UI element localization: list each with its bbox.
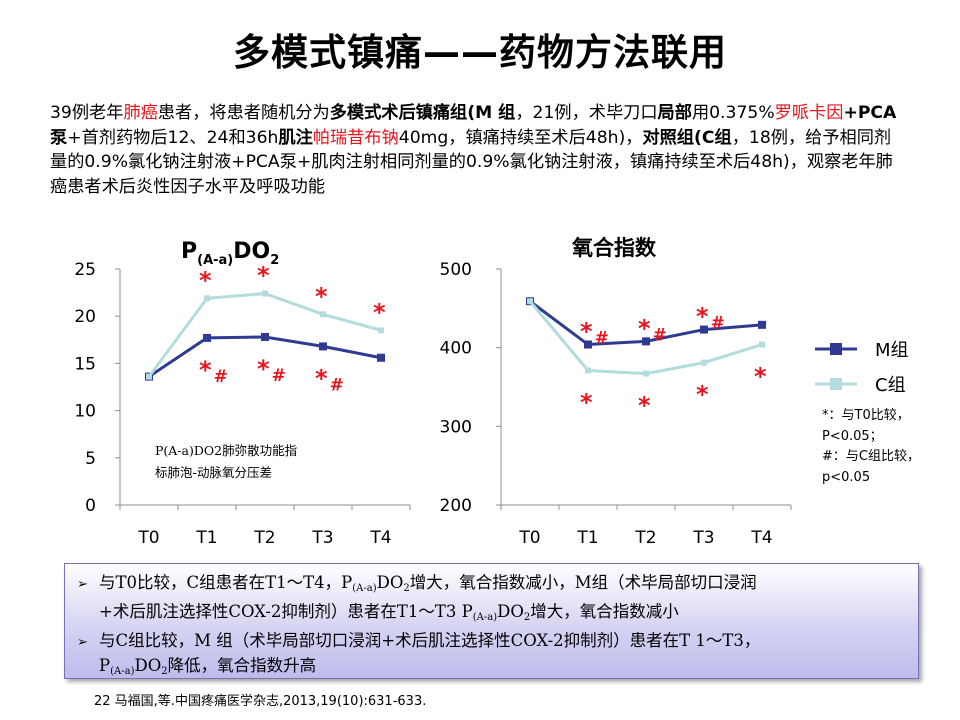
chart1-annotation-line2: 标肺泡-动脉氧分压差	[155, 465, 272, 480]
summary-point-1-cont: +术后肌注选择性COX-2抑制剂）患者在T1～T3 P(A-a)DO2增大，氧合…	[99, 602, 679, 623]
chart1-point-c	[320, 311, 326, 318]
summary-box: ➢ 与T0比较，C组患者在T1～T4，P(A-a)DO2增大，氧合指数减小，M组（…	[64, 563, 919, 679]
chart2-point-m	[758, 320, 766, 329]
chart2-y-tick-label: 300	[440, 417, 472, 437]
chart1-annotation-line1: P(A-a)DO2肺弥散功能指	[155, 443, 297, 458]
note-line4: p<0.05	[822, 470, 870, 485]
chart2-y-tick-label: 200	[440, 496, 472, 516]
chart2-y-tick-label: 400	[440, 339, 472, 359]
chart2-significance-mark: * #	[638, 314, 667, 345]
chart1-point-m	[203, 333, 211, 342]
chart2-title: 氧合指数	[572, 236, 657, 260]
chart2-point-m	[642, 337, 650, 346]
slide-title: 多模式镇痛——药物方法联用	[233, 31, 727, 74]
chart1-y-tick-label: 15	[74, 354, 96, 374]
chart2-y-tick-label: 500	[440, 260, 472, 280]
chart2-point-m	[584, 340, 592, 349]
chart1-significance-mark: *	[199, 266, 212, 294]
chart1-y-tick-label: 20	[74, 307, 96, 327]
chart1-y-tick-label: 5	[85, 449, 96, 469]
chart1-y-tick-label: 25	[74, 260, 96, 280]
chart2-point-c	[759, 341, 765, 348]
bullet-arrow-icon: ➢	[77, 635, 88, 650]
note-line3: #：与C组比较，	[822, 449, 920, 464]
chart2-significance-mark: * #	[580, 318, 609, 349]
chart1-significance-mark: * #	[199, 356, 228, 387]
chart2-point-m	[700, 325, 708, 334]
chart1-significance-mark: *	[257, 262, 270, 290]
chart2-significance-mark: *	[638, 392, 651, 420]
legend-c-marker	[830, 378, 842, 390]
legend-c-label: C组	[875, 375, 906, 396]
summary-point-2: ➢ 与C组比较，M 组（术毕局部切口浸润+术后肌注选择性COX-2抑制剂）患者在T…	[77, 629, 908, 654]
charts-canvas: P(A-a)DO2 氧合指数 0 5 10 15 20 25 T0 T1 T2 T3 T4 * # * # *…	[74, 236, 920, 548]
chart1-x-tick-label: T3	[311, 528, 333, 548]
chart2-significance-mark: *	[754, 363, 767, 391]
significance-note: *：与T0比较， P<0.05； #：与C组比较， p<0.05	[822, 408, 920, 485]
chart2-x-tick-label: T0	[518, 528, 540, 548]
chart1-point-c	[262, 290, 268, 297]
chart1-y-tick-label: 10	[74, 402, 96, 422]
chart2-significance-mark: * #	[696, 303, 725, 334]
legend-m-marker	[830, 343, 842, 355]
chart2-plot: 200 300 400 500 T0 T1 T2 T3 T4 * # * # * # * * * *	[440, 260, 792, 548]
chart2-x-tick-label: T1	[576, 528, 598, 548]
chart1-point-c	[378, 327, 384, 334]
chart2-point-c	[643, 370, 649, 377]
chart2-point-c	[701, 359, 707, 366]
chart1-significance-mark: *	[315, 282, 328, 310]
chart1-point-c	[204, 295, 210, 302]
chart1-significance-mark: * #	[257, 355, 286, 386]
chart1-y-tick-label: 0	[85, 496, 96, 516]
chart1-point-m	[261, 332, 269, 341]
note-line1: *：与T0比较，	[822, 408, 910, 423]
chart2-point-c	[527, 298, 533, 305]
chart2-significance-mark: *	[696, 381, 709, 409]
chart1-significance-mark: *	[373, 298, 386, 326]
chart1-title: P(A-a)DO2	[181, 239, 279, 268]
chart1-x-tick-label: T1	[195, 528, 217, 548]
chart2-x-tick-label: T2	[634, 528, 656, 548]
legend-m-label: M组	[875, 340, 909, 361]
chart1-plot: 0 5 10 15 20 25 T0 T1 T2 T3 T4 * # * # * # * * * *	[74, 260, 411, 548]
note-line2: P<0.05；	[822, 429, 883, 444]
study-description: 39例老年肺癌患者，将患者随机分为多模式术后镇痛组(M 组，21例，术毕刀口局部…	[50, 103, 897, 197]
chart2-significance-mark: *	[580, 388, 593, 416]
summary-point-1: ➢ 与T0比较，C组患者在T1～T4，P(A-a)DO2增大，氧合指数减小，M组（…	[77, 573, 757, 594]
legend: M组 C组	[815, 340, 909, 396]
chart1-point-m	[319, 342, 327, 351]
chart2-x-tick-label: T4	[750, 528, 772, 548]
chart1-x-tick-label: T0	[137, 528, 159, 548]
chart1-x-tick-label: T4	[369, 528, 391, 548]
chart2-point-c	[585, 367, 591, 374]
summary-point-2-cont: P(A-a)DO2降低，氧合指数升高	[99, 656, 317, 677]
chart1-point-c	[146, 373, 152, 380]
chart2-x-tick-label: T3	[692, 528, 714, 548]
bullet-arrow-icon: ➢	[77, 577, 88, 592]
chart1-significance-mark: * #	[315, 364, 344, 395]
chart1-point-m	[377, 353, 385, 362]
citation: 22 马福国,等.中国疼痛医学杂志,2013,19(10):631-633.	[94, 694, 427, 709]
chart1-x-tick-label: T2	[253, 528, 275, 548]
